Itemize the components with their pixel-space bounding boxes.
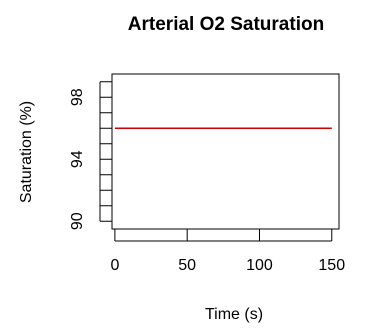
y-tick-label: 98 [69, 88, 86, 106]
y-tick-label: 94 [69, 150, 86, 168]
y-tick-label: 90 [69, 212, 86, 230]
x-tick-label: 100 [246, 257, 273, 274]
x-tick-label: 150 [318, 257, 345, 274]
y-axis-label: Saturation (%) [18, 101, 35, 203]
plot-area [111, 73, 340, 230]
x-tick-label: 0 [110, 257, 119, 274]
x-axis: 0 50 100 150 [110, 229, 345, 274]
chart-title: Arterial O2 Saturation [128, 14, 324, 35]
x-axis-label: Time (s) [205, 306, 263, 323]
x-tick-label: 50 [178, 257, 196, 274]
y-axis: 90 94 98 [69, 81, 112, 230]
